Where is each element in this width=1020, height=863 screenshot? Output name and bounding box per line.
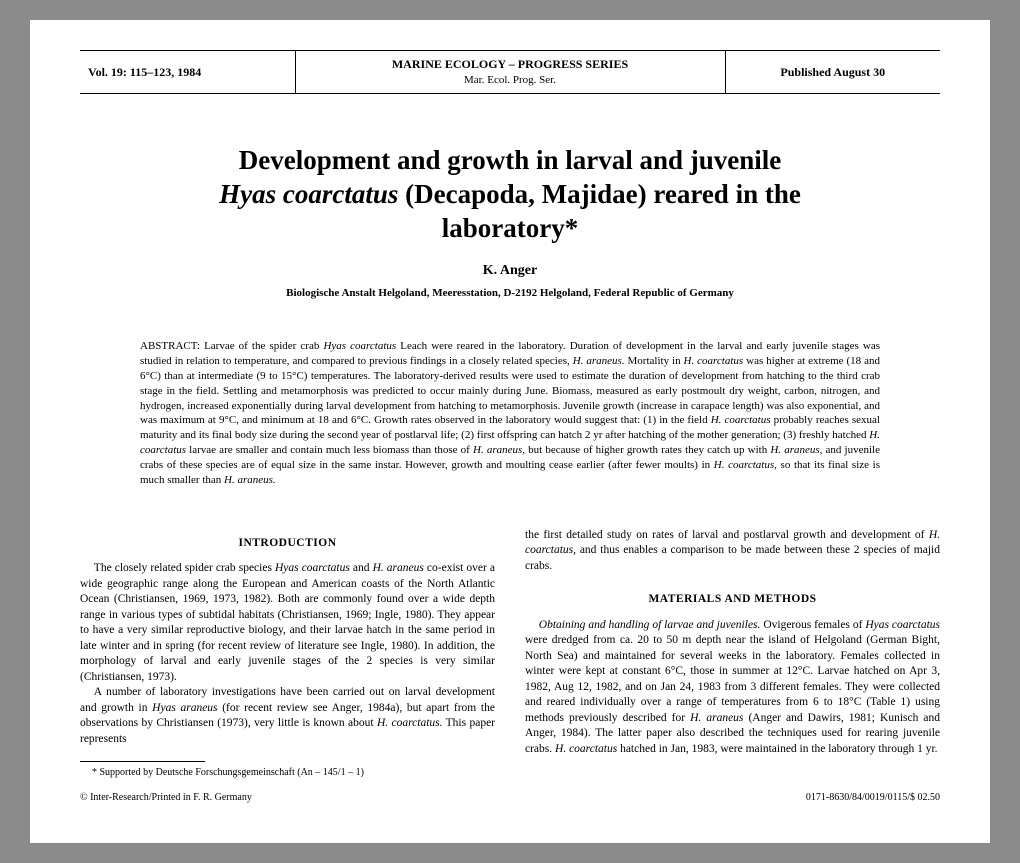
methods-heading: MATERIALS AND METHODS: [525, 592, 940, 608]
abstract-sp1: Hyas coarctatus: [323, 340, 396, 352]
methods-p1-s1: Hyas coarctatus: [865, 619, 940, 631]
methods-p1-s2: H. araneus: [690, 712, 743, 724]
abstract-sp3: H. coarctatus: [684, 355, 744, 367]
abstract-sp2: H. araneus.: [573, 355, 625, 367]
right-continuation: the first detailed study on rates of lar…: [525, 528, 940, 575]
intro-p1-s1: Hyas coarctatus: [275, 562, 350, 574]
abstract-sp7: H. araneus,: [770, 444, 822, 456]
title-line3: laboratory*: [442, 213, 578, 243]
title-species: Hyas coarctatus: [219, 179, 398, 209]
abstract-block: ABSTRACT: Larvae of the spider crab Hyas…: [140, 339, 880, 487]
abstract-sp9: H. araneus.: [224, 474, 276, 486]
abstract-t3: Mortality in: [625, 355, 684, 367]
right-p1-a: the first detailed study on rates of lar…: [525, 529, 929, 541]
page: Vol. 19: 115–123, 1984 MARINE ECOLOGY – …: [30, 20, 990, 843]
left-column: INTRODUCTION The closely related spider …: [80, 528, 495, 780]
title-rest: (Decapoda, Majidae) reared in the: [398, 179, 800, 209]
abstract-t6: larvae are smaller and contain much less…: [186, 444, 473, 456]
intro-p1-s2: H. araneus: [373, 562, 424, 574]
intro-paragraph-2: A number of laboratory investigations ha…: [80, 685, 495, 747]
body-columns: INTRODUCTION The closely related spider …: [80, 528, 940, 780]
methods-p1-a: Ovigerous females of: [760, 619, 865, 631]
copyright-right: 0171-8630/84/0019/0115/$ 02.50: [806, 792, 940, 803]
abstract-t1: Larvae of the spider crab: [204, 340, 323, 352]
abstract-sp6: H. araneus,: [473, 444, 525, 456]
intro-p1-a: The closely related spider crab species: [94, 562, 275, 574]
series-subtitle: Mar. Ecol. Prog. Ser.: [464, 74, 556, 86]
methods-p1-s3: H. coarctatus: [555, 743, 617, 755]
title-line1: Development and growth in larval and juv…: [239, 145, 782, 175]
right-column: the first detailed study on rates of lar…: [525, 528, 940, 780]
right-p1-b: and thus enables a comparison to be made…: [525, 544, 940, 572]
intro-p2-s1: Hyas araneus: [152, 702, 217, 714]
intro-p1-c: co-exist over a wide geographic range al…: [80, 562, 495, 683]
abstract-t7: but because of higher growth rates they …: [525, 444, 770, 456]
abstract-sp4: H. coarctatus: [711, 414, 771, 426]
volume-info: Vol. 19: 115–123, 1984: [80, 51, 295, 94]
methods-p1-b: were dredged from ca. 20 to 50 m depth n…: [525, 634, 940, 724]
series-title: MARINE ECOLOGY – PROGRESS SERIES: [392, 57, 628, 71]
author-affiliation: Biologische Anstalt Helgoland, Meeressta…: [80, 287, 940, 299]
intro-p1-b: and: [350, 562, 373, 574]
methods-paragraph-1: Obtaining and handling of larvae and juv…: [525, 618, 940, 758]
article-title: Development and growth in larval and juv…: [100, 144, 920, 245]
journal-header: Vol. 19: 115–123, 1984 MARINE ECOLOGY – …: [80, 50, 940, 94]
abstract-label: ABSTRACT:: [140, 340, 204, 352]
abstract-sp8: H. coarctatus,: [714, 459, 777, 471]
methods-p1-label: Obtaining and handling of larvae and juv…: [539, 619, 761, 631]
footnote-rule: [80, 761, 205, 762]
copyright-left: © Inter-Research/Printed in F. R. German…: [80, 792, 252, 803]
introduction-heading: INTRODUCTION: [80, 536, 495, 552]
author-name: K. Anger: [80, 263, 940, 279]
methods-p1-d: hatched in Jan, 1983, were maintained in…: [617, 743, 937, 755]
intro-paragraph-1: The closely related spider crab species …: [80, 561, 495, 685]
intro-p2-s2: H. coarctatus.: [377, 717, 443, 729]
series-title-cell: MARINE ECOLOGY – PROGRESS SERIES Mar. Ec…: [295, 51, 725, 94]
copyright-row: © Inter-Research/Printed in F. R. German…: [80, 792, 940, 803]
footnote-text: * Supported by Deutsche Forschungsgemein…: [80, 766, 495, 780]
published-date: Published August 30: [725, 51, 940, 94]
